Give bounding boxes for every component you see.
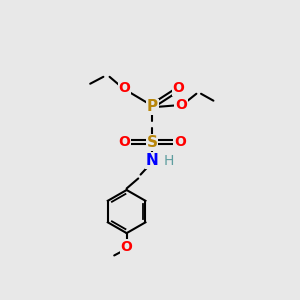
Text: N: N: [146, 153, 159, 168]
Text: O: O: [118, 81, 130, 95]
Text: S: S: [147, 135, 158, 150]
Text: O: O: [172, 81, 184, 95]
Text: O: O: [175, 98, 187, 112]
Text: P: P: [147, 99, 158, 114]
Text: O: O: [121, 240, 133, 254]
Text: H: H: [164, 154, 174, 168]
Text: O: O: [118, 135, 130, 149]
Text: O: O: [174, 135, 186, 149]
